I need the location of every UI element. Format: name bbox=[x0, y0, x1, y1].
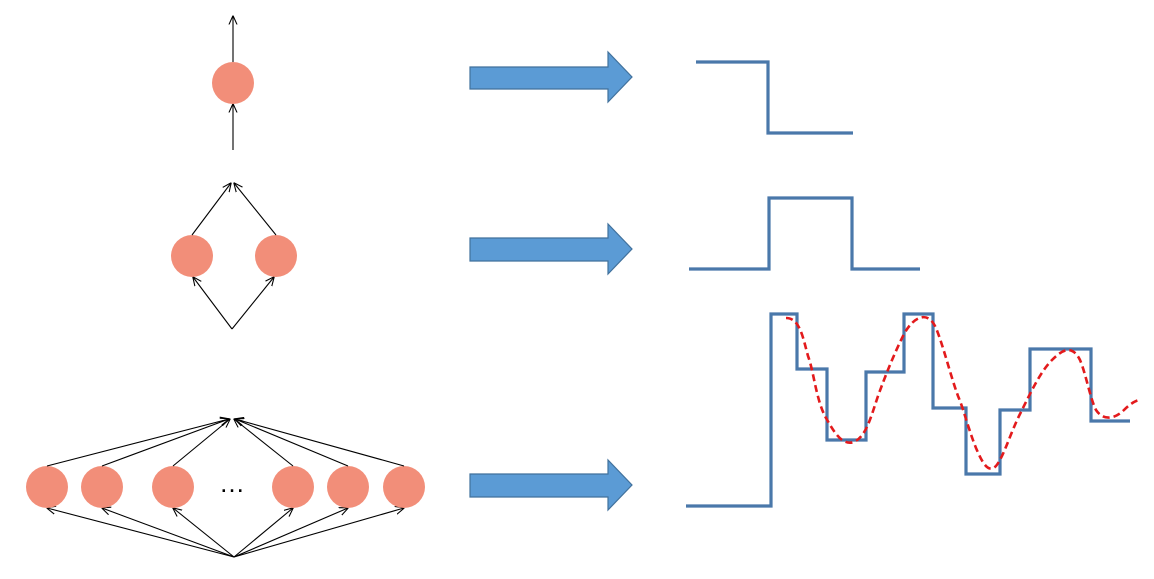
output-connection bbox=[191, 183, 231, 236]
transform-arrow-3 bbox=[469, 458, 633, 512]
neuron bbox=[383, 466, 425, 508]
transform-arrow-2 bbox=[469, 222, 633, 276]
neuron bbox=[327, 466, 369, 508]
neuron bbox=[212, 62, 254, 104]
input-connection bbox=[102, 508, 235, 558]
output-connection bbox=[234, 419, 294, 467]
input-connection bbox=[231, 277, 274, 330]
neuron bbox=[255, 235, 297, 277]
neuron bbox=[152, 466, 194, 508]
input-connection bbox=[173, 508, 235, 558]
output-connection bbox=[234, 183, 277, 236]
transform-arrow-1 bbox=[469, 50, 633, 104]
step-down-function bbox=[696, 60, 853, 135]
neuron bbox=[26, 466, 68, 508]
output-connection bbox=[172, 419, 230, 467]
network-two-neurons bbox=[171, 183, 297, 330]
input-connection bbox=[233, 508, 404, 558]
target-curve bbox=[785, 315, 1141, 470]
network-many-neurons: … bbox=[26, 419, 425, 558]
input-connection bbox=[193, 277, 233, 330]
network-one-neuron bbox=[212, 16, 254, 150]
ellipsis: … bbox=[219, 468, 245, 498]
output-connection bbox=[46, 419, 229, 467]
input-connection bbox=[47, 508, 235, 558]
step-approximation-function bbox=[686, 312, 1130, 508]
output-connection bbox=[235, 419, 349, 467]
input-connection bbox=[233, 508, 293, 558]
neuron bbox=[272, 466, 314, 508]
input-connection bbox=[233, 508, 348, 558]
neuron bbox=[81, 466, 123, 508]
bump-function bbox=[689, 196, 920, 271]
output-connection bbox=[235, 419, 405, 467]
neuron bbox=[171, 235, 213, 277]
output-connection bbox=[101, 419, 229, 467]
